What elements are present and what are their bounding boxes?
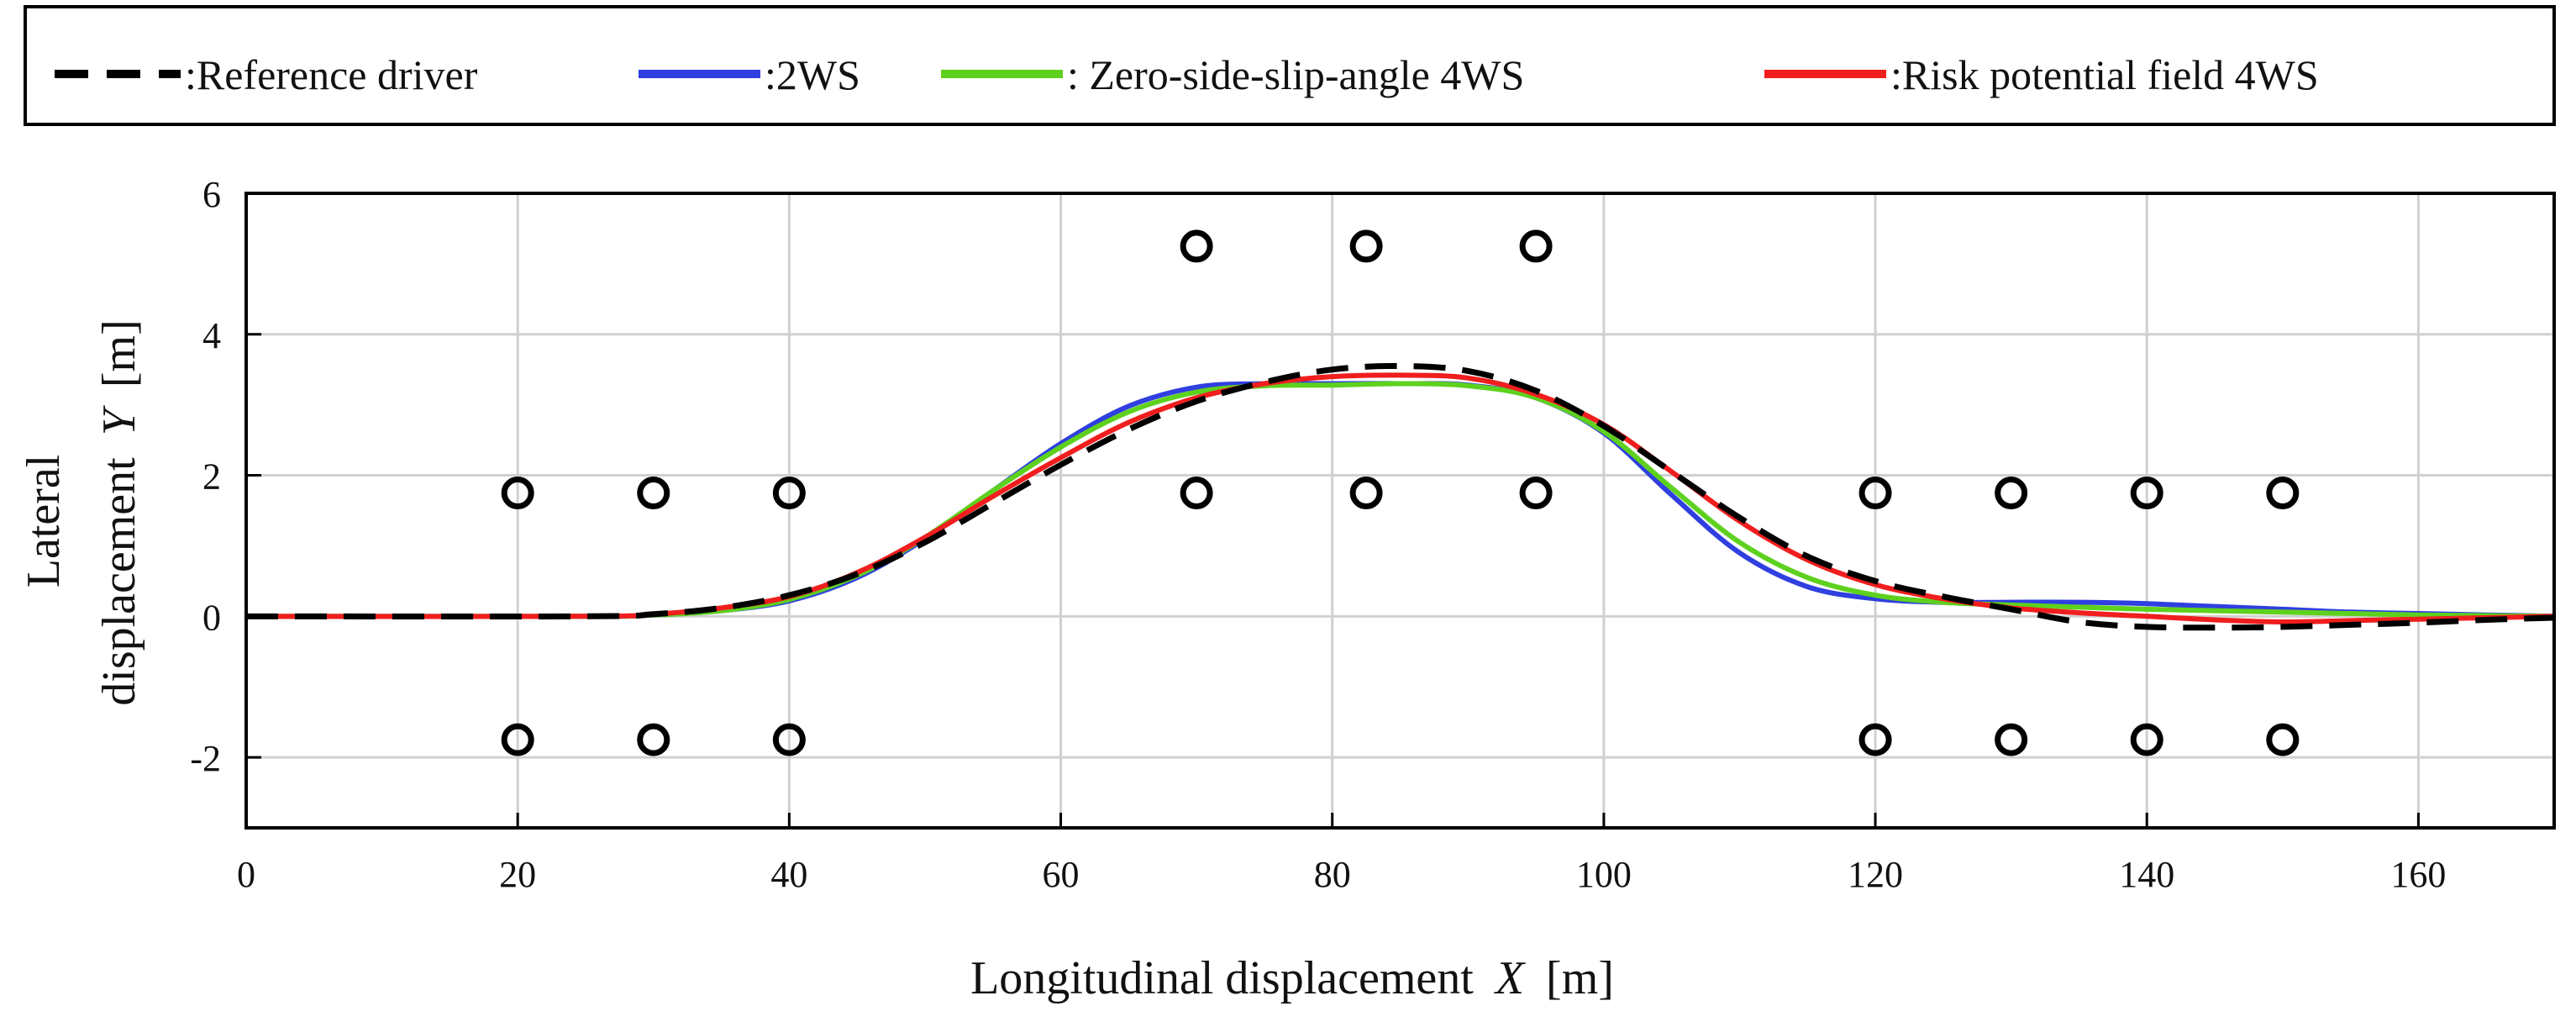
- x-axis-label-main: Longitudinal displacement: [970, 952, 1474, 1004]
- obstacle-marker: [637, 477, 670, 510]
- legend-label-reference-driver: :Reference driver: [185, 51, 478, 98]
- grid: [244, 192, 2554, 828]
- series-line-reference-driver: [245, 362, 2555, 631]
- tick-labels: 0 20 40 60 80 100 120 140 160 -2 0 2 4 6: [190, 174, 2446, 895]
- obstacle-marker: [1180, 477, 1213, 510]
- obstacle-marker: [1858, 723, 1892, 756]
- x-tick-label: 80: [1314, 854, 1351, 895]
- obstacle-marker: [1349, 229, 1383, 263]
- y-axis-label-main: displacement: [93, 457, 145, 706]
- plot-frame: [244, 192, 2556, 830]
- obstacle-marker: [2266, 723, 2300, 756]
- x-tick-label: 120: [1848, 854, 1903, 895]
- y-axis-label-line2: displacement Y [m]: [93, 319, 145, 705]
- obstacle-marker: [1349, 477, 1383, 510]
- obstacle-marker: [501, 723, 534, 756]
- obstacle-marker: [637, 723, 670, 756]
- y-axis-label-var: Y: [93, 404, 145, 435]
- x-tick-label: 140: [2119, 854, 2174, 895]
- obstacle-marker: [2130, 723, 2163, 756]
- obstacle-marker: [772, 477, 806, 510]
- obstacles: [501, 229, 2300, 756]
- x-axis-label: Longitudinal displacement X [m]: [970, 952, 1614, 1004]
- x-tick-label: 100: [1576, 854, 1632, 895]
- series-line-risk-potential-4ws: [245, 372, 2555, 625]
- obstacle-marker: [1519, 477, 1553, 510]
- x-tick-label: 160: [2390, 854, 2446, 895]
- obstacle-marker: [1858, 477, 1892, 510]
- obstacle-marker: [1519, 229, 1553, 263]
- y-tick-label: 2: [202, 456, 221, 498]
- x-axis-label-unit: [m]: [1546, 952, 1614, 1004]
- y-tick-label: 6: [202, 174, 221, 215]
- y-tick-label: -2: [190, 738, 221, 779]
- obstacle-marker: [2266, 477, 2300, 510]
- series-line-2ws: [245, 381, 2555, 619]
- y-axis-label-line1: Lateral: [18, 455, 70, 588]
- series-line-zero-side-slip-4ws: [245, 381, 2555, 619]
- obstacle-marker: [772, 723, 806, 756]
- x-tick-label: 20: [499, 854, 536, 895]
- obstacle-marker: [2130, 477, 2163, 510]
- x-tick-label: 40: [770, 854, 807, 895]
- legend-box: [24, 5, 2556, 126]
- y-tick-label: 0: [202, 597, 221, 638]
- legend-label-2ws: :2WS: [765, 51, 860, 98]
- obstacle-marker: [501, 477, 534, 510]
- x-axis-label-var: X: [1494, 952, 1527, 1004]
- legend-label-risk-potential: :Risk potential field 4WS: [1890, 51, 2319, 98]
- y-tick-label: 4: [202, 315, 221, 356]
- series-lines: [245, 362, 2555, 631]
- legend: :Reference driver :2WS : Zero-side-slip-…: [24, 5, 2556, 126]
- y-axis-label-unit: [m]: [93, 319, 145, 387]
- obstacle-marker: [1180, 229, 1213, 263]
- obstacle-marker: [1995, 477, 2028, 510]
- obstacle-marker: [1995, 723, 2028, 756]
- legend-label-zero-side-slip: : Zero-side-slip-angle 4WS: [1067, 51, 1524, 98]
- x-tick-label: 0: [237, 854, 255, 895]
- x-tick-label: 60: [1043, 854, 1080, 895]
